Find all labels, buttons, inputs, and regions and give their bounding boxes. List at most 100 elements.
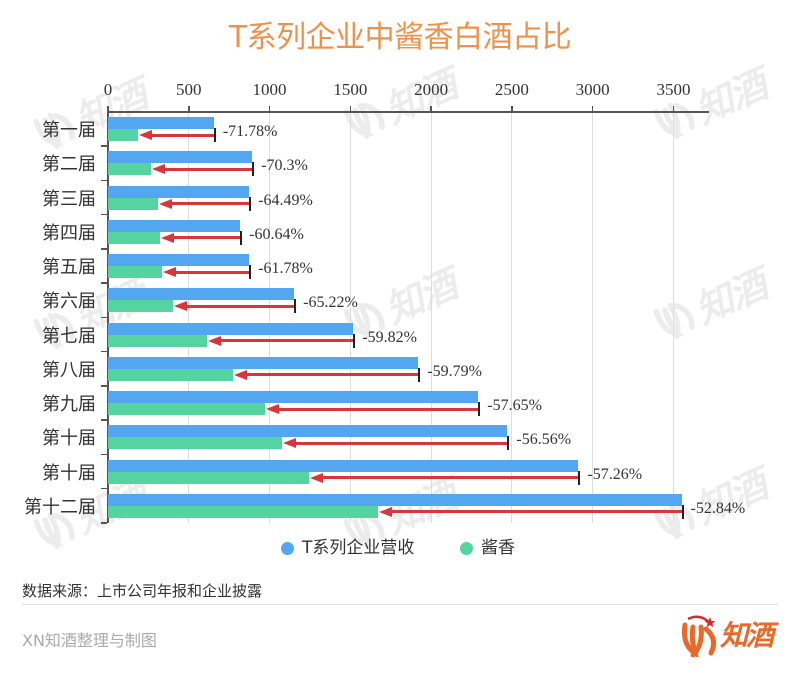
bar-revenue [108, 425, 508, 438]
x-axis-tick [268, 106, 271, 112]
arrow-left-icon [233, 369, 247, 380]
bar-jiangxiang [108, 163, 151, 176]
error-cap [353, 333, 356, 348]
category-label: 第五届 [42, 257, 96, 278]
change-percent-label: -57.26% [587, 465, 643, 483]
x-axis-tick [430, 106, 432, 112]
y-axis-tick [101, 453, 107, 455]
y-axis-tick [101, 419, 107, 421]
legend-label-jiangxiang: 酱香 [481, 538, 515, 558]
y-axis-line [107, 112, 109, 523]
x-axis-tick [591, 106, 594, 112]
bar-jiangxiang [108, 266, 162, 278]
change-arrow-line [184, 304, 295, 308]
change-percent-label: -61.78% [258, 260, 313, 277]
legend-item-revenue: T系列企业营收 [281, 536, 414, 560]
y-axis-tick [101, 213, 107, 216]
x-gridline [672, 112, 674, 523]
change-arrow-line [276, 407, 479, 411]
change-arrow-line [218, 339, 354, 342]
x-axis-tick [107, 106, 109, 112]
category-label: 第二届 [42, 154, 96, 176]
chart-legend: T系列企业营收 酱香 [0, 536, 800, 560]
x-gridline [269, 112, 271, 523]
bar-jiangxiang [108, 334, 207, 347]
y-axis-tick [101, 316, 107, 318]
change-arrow-line [293, 441, 508, 445]
x-gridline [430, 112, 432, 523]
bar-jiangxiang [108, 368, 233, 381]
arrow-left-icon [173, 301, 187, 312]
category-label: 第八届 [42, 359, 96, 381]
x-axis-tick [672, 106, 675, 112]
y-axis-tick [101, 145, 107, 147]
y-axis-tick [101, 248, 107, 250]
change-percent-label: -70.3% [261, 157, 308, 175]
bar-jiangxiang [108, 471, 310, 484]
x-gridline [592, 112, 594, 523]
x-tick-label: 1000 [252, 80, 287, 99]
change-arrow-line [170, 202, 250, 205]
change-arrow-line [244, 373, 419, 377]
category-label: 第十届 [42, 462, 96, 484]
bar-jiangxiang [108, 197, 159, 210]
change-percent-label: -59.82% [362, 328, 417, 346]
category-label: 第六届 [42, 291, 96, 313]
change-arrow-line [162, 167, 253, 171]
y-axis-tick [101, 350, 107, 353]
arrow-left-icon [379, 506, 393, 517]
arrow-left-icon [151, 164, 165, 175]
category-label: 第七届 [42, 325, 96, 347]
bar-revenue [108, 391, 479, 403]
bar-revenue [108, 288, 295, 301]
x-tick-label: 2500 [494, 80, 529, 99]
error-cap [578, 470, 581, 485]
error-cap [418, 367, 421, 382]
bar-jiangxiang [108, 129, 138, 141]
change-arrow-line [390, 510, 682, 514]
bar-revenue [108, 459, 579, 472]
x-axis-line [107, 111, 709, 113]
change-arrow-line [149, 133, 214, 137]
arrow-left-icon [282, 438, 296, 449]
bar-jiangxiang [108, 505, 379, 518]
bar-revenue [108, 254, 250, 266]
chart-credit: XN知酒整理与制图 [22, 631, 157, 650]
y-axis-tick [101, 179, 107, 181]
bar-revenue [108, 117, 214, 129]
arrow-left-icon [138, 130, 152, 140]
change-arrow-line [321, 476, 579, 479]
error-cap [252, 162, 255, 177]
legend-label-revenue: T系列企业营收 [302, 538, 415, 558]
y-axis-tick [101, 487, 107, 490]
change-percent-label: -59.79% [427, 362, 482, 380]
bar-jiangxiang [108, 231, 161, 244]
error-cap [507, 436, 510, 451]
error-cap [681, 504, 684, 519]
change-percent-label: -60.64% [249, 225, 304, 243]
y-axis-tick [101, 522, 107, 524]
x-axis-tick [188, 106, 190, 112]
x-tick-label: 0 [103, 80, 113, 99]
flame-star-logo-icon [682, 615, 717, 657]
bar-revenue [108, 185, 250, 198]
category-label: 第一届 [42, 120, 96, 141]
legend-dot-revenue-icon [281, 541, 294, 555]
bar-jiangxiang [108, 300, 173, 313]
bar-revenue [108, 356, 419, 369]
logo-text: 知酒 [720, 619, 774, 652]
x-axis-tick [349, 106, 352, 112]
category-label: 第四届 [42, 222, 96, 244]
brand-logo: 知酒 [680, 614, 780, 658]
error-cap [240, 230, 243, 245]
change-percent-label: -57.65% [487, 397, 542, 414]
change-arrow-line [173, 270, 250, 274]
footer-divider [22, 604, 778, 605]
change-percent-label: -56.56% [516, 431, 572, 449]
x-tick-label: 2000 [414, 80, 449, 99]
arrow-left-icon [265, 404, 279, 414]
error-cap [213, 128, 216, 142]
x-gridline [511, 112, 513, 523]
change-arrow-line [172, 236, 241, 240]
legend-item-jiangxiang: 酱香 [460, 536, 515, 560]
